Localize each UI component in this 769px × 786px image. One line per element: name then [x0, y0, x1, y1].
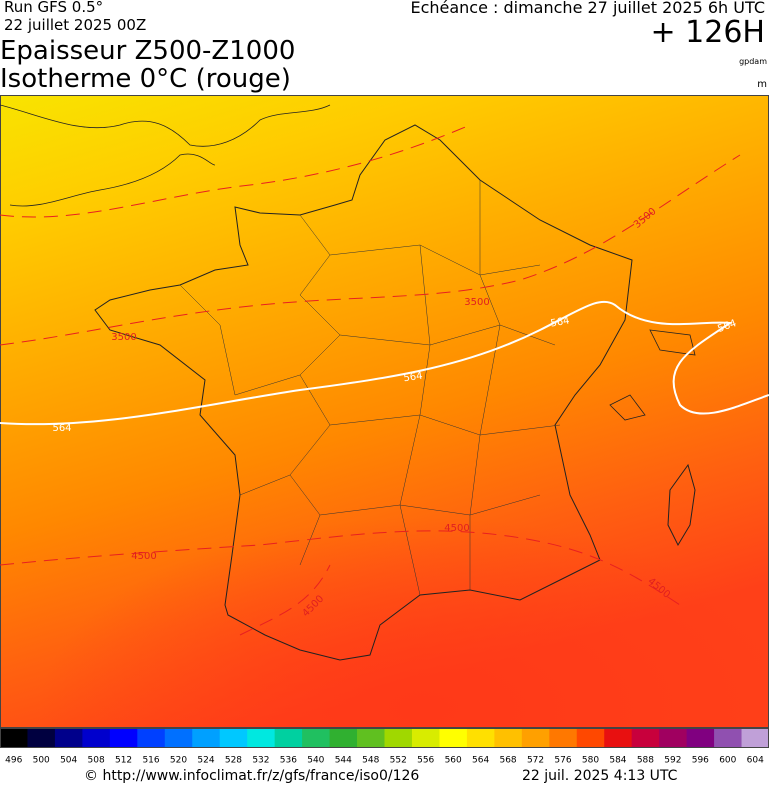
colorbar-swatch — [302, 728, 331, 748]
colorbar-swatch — [521, 728, 550, 748]
colorbar-label: 552 — [390, 756, 407, 766]
colorbar-swatch — [192, 728, 221, 748]
colorbar-swatch — [604, 728, 633, 748]
footer-source: © http://www.infoclimat.fr/z/gfs/france/… — [84, 768, 420, 784]
colorbar-label: 500 — [33, 756, 50, 766]
colorbar-swatch — [137, 728, 166, 748]
colorbar-swatch — [247, 728, 276, 748]
colorbar-swatch — [0, 728, 28, 748]
contour-label: 4500 — [444, 523, 469, 534]
lead-time: + 126H — [650, 15, 766, 50]
colorbar-label: 576 — [554, 756, 571, 766]
colorbar-label: 508 — [88, 756, 105, 766]
colorbar-label: 532 — [252, 756, 269, 766]
colorbar-swatch — [357, 728, 385, 748]
colorbar-swatch — [741, 728, 769, 748]
title: Epaisseur Z500-Z1000 — [0, 36, 296, 66]
colorbar-label: 568 — [499, 756, 516, 766]
colorbar-label: 520 — [170, 756, 187, 766]
colorbar-label: 596 — [692, 756, 709, 766]
colorbar-swatch — [274, 728, 303, 748]
colorbar-label: 564 — [472, 756, 489, 766]
colorbar-label: 600 — [719, 756, 736, 766]
colorbar-label: 524 — [197, 756, 214, 766]
colorbar-label: 580 — [582, 756, 599, 766]
colorbar-swatch — [466, 728, 495, 748]
colorbar-swatch — [659, 728, 688, 748]
colorbar-swatch — [54, 728, 83, 748]
contour-label: 3500 — [111, 332, 136, 343]
unit-label: gpdam — [739, 57, 767, 66]
colorbar-swatch — [384, 728, 413, 748]
contour-label: 4500 — [131, 551, 156, 562]
colorbar-label: 584 — [609, 756, 626, 766]
run-label: Run GFS 0.5° — [4, 0, 104, 16]
contour-label: 564 — [550, 315, 571, 329]
colorbar-label: 588 — [637, 756, 654, 766]
colorbar-swatch — [82, 728, 111, 748]
france-border — [94, 124, 633, 661]
contour-label: 564 — [403, 371, 423, 385]
unit-label: m — [757, 79, 767, 90]
colorbar-swatch — [329, 728, 358, 748]
contour-label: 564 — [52, 423, 71, 434]
subtitle: Isotherme 0°C (rouge) — [0, 64, 291, 94]
colorbar: 496 500 504 508 512 516 520 524 528 532 536 540 544 5… — [0, 728, 769, 766]
corsica — [667, 463, 696, 547]
colorbar-swatch — [549, 728, 578, 748]
colorbar-label: 540 — [307, 756, 324, 766]
colorbar-label: 536 — [280, 756, 297, 766]
colorbar-label: 496 — [5, 756, 22, 766]
coastline — [0, 104, 331, 207]
contour-label: 3500 — [464, 297, 489, 308]
colorbar-swatch — [219, 728, 248, 748]
valid-time: Echéance : dimanche 27 juillet 2025 6h U… — [410, 0, 765, 17]
isoline-564 — [0, 300, 769, 426]
colorbar-label: 512 — [115, 756, 132, 766]
colorbar-label: 592 — [664, 756, 681, 766]
colorbar-label: 544 — [335, 756, 352, 766]
colorbar-label: 560 — [445, 756, 462, 766]
run-date: 22 juillet 2025 00Z — [4, 16, 147, 34]
colorbar-label: 516 — [142, 756, 159, 766]
colorbar-swatch — [164, 728, 193, 748]
colorbar-swatch — [27, 728, 56, 748]
colorbar-swatch — [109, 728, 138, 748]
colorbar-label: 528 — [225, 756, 242, 766]
colorbar-swatch — [411, 728, 440, 748]
coastline — [609, 329, 696, 421]
colorbar-label: 572 — [527, 756, 544, 766]
isotherm-lines — [0, 124, 741, 636]
colorbar-label: 604 — [747, 756, 764, 766]
region-borders — [179, 180, 561, 596]
colorbar-swatch — [576, 728, 605, 748]
colorbar-swatch — [631, 728, 660, 748]
colorbar-label: 548 — [362, 756, 379, 766]
colorbar-swatch — [439, 728, 468, 748]
footer-time: 22 juil. 2025 4:13 UTC — [522, 768, 678, 784]
colorbar-swatch — [494, 728, 523, 748]
colorbar-swatch — [714, 728, 743, 748]
colorbar-label: 504 — [60, 756, 77, 766]
warm-field — [0, 345, 769, 728]
colorbar-swatch — [686, 728, 715, 748]
colorbar-label: 556 — [417, 756, 434, 766]
